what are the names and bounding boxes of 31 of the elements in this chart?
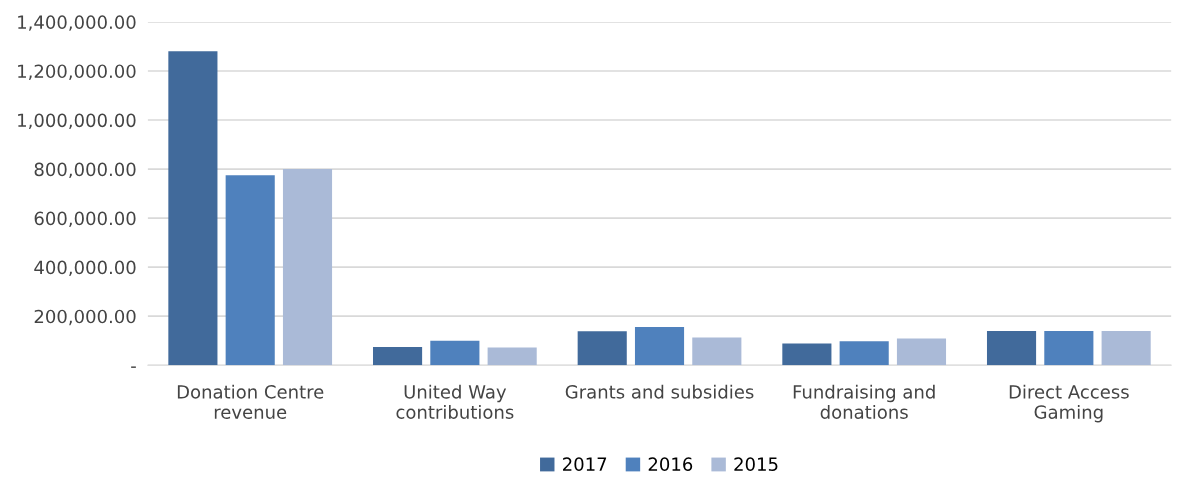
y-tick-label: 800,000.00 — [34, 162, 136, 179]
bar — [1101, 330, 1151, 366]
bar — [487, 347, 537, 366]
bar — [282, 169, 333, 366]
legend-label: 2015 — [734, 457, 778, 472]
x-tick-label: Direct Access Gaming — [1009, 384, 1129, 423]
bar — [839, 341, 889, 366]
bar — [577, 331, 627, 366]
bar — [986, 330, 1037, 366]
legend-label: 2016 — [648, 457, 693, 472]
bar — [430, 340, 480, 366]
bar — [168, 51, 218, 366]
bar — [225, 175, 275, 366]
y-tick-label: 600,000.00 — [34, 211, 136, 228]
bar — [634, 326, 685, 366]
bar — [896, 338, 947, 366]
y-tick-label: - — [131, 366, 136, 368]
y-tick-label: 1,000,000.00 — [18, 113, 136, 129]
y-tick-label: 400,000.00 — [34, 260, 136, 277]
x-tick-label: Donation Centre revenue — [177, 384, 324, 419]
y-tick-label: 1,200,000.00 — [18, 64, 136, 80]
x-tick-label: Fundraising and donations — [793, 384, 935, 419]
x-tick-label: United Way contributions — [396, 384, 514, 419]
bar — [692, 337, 742, 366]
bar — [782, 343, 832, 366]
bar — [373, 347, 423, 366]
y-tick-label: 200,000.00 — [34, 309, 136, 326]
legend-label: 2017 — [563, 457, 607, 472]
y-tick-label: 1,400,000.00 — [18, 15, 136, 31]
x-tick-label: Grants and subsidies — [565, 384, 754, 399]
bar — [1044, 330, 1094, 366]
